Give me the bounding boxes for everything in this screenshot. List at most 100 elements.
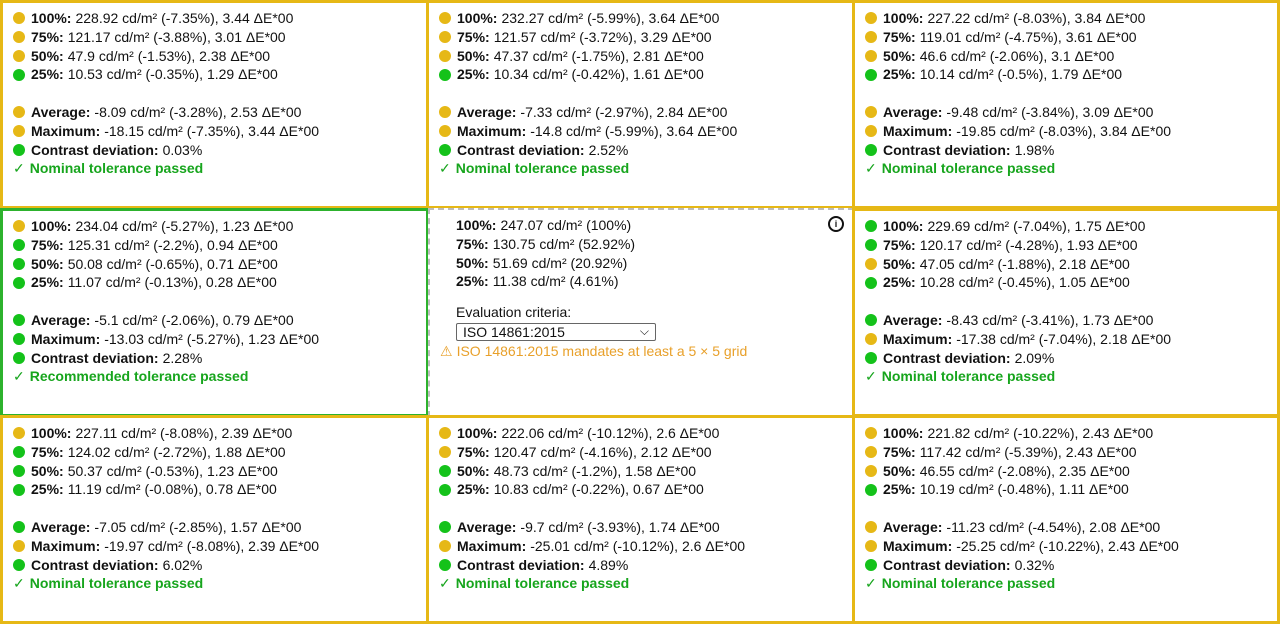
level-row-value: 228.92 cd/m² (-7.35%), 3.44 ΔE*00 — [75, 10, 294, 26]
tolerance-result: ✓ Recommended tolerance passed — [13, 367, 426, 386]
level-row-value: 46.55 cd/m² (-2.08%), 2.35 ΔE*00 — [919, 462, 1130, 479]
status-warning-icon — [439, 125, 451, 138]
average-row-label: Average: — [457, 518, 517, 535]
status-pass-icon — [13, 558, 25, 571]
status-pass-icon — [13, 446, 25, 459]
maximum-row-label: Maximum: — [883, 122, 953, 139]
maximum-row-value: -18.15 cd/m² (-7.35%), 3.44 ΔE*00 — [104, 122, 320, 139]
level-row-value: 121.17 cd/m² (-3.88%), 3.01 ΔE*00 — [67, 28, 286, 45]
level-row-value: 125.31 cd/m² (-2.2%), 0.94 ΔE*00 — [67, 236, 278, 253]
level-row-label: 75%: — [883, 443, 916, 460]
level-row-label: 25%: — [31, 274, 64, 291]
status-warning-icon — [865, 125, 877, 138]
contrast-row-value: 0.32% — [1014, 556, 1055, 573]
evaluation-criteria-select[interactable]: ISO 14861:2015 ⌵ — [456, 322, 656, 341]
maximum-row-label: Maximum: — [31, 122, 101, 139]
level-row: 50%: 50.37 cd/m² (-0.53%), 1.23 ΔE*00 — [13, 462, 426, 481]
level-row: 25%: 10.28 cd/m² (-0.45%), 1.05 ΔE*00 — [865, 273, 1277, 292]
level-row: 50%: 47.05 cd/m² (-1.88%), 2.18 ΔE*00 — [865, 255, 1277, 274]
tolerance-result: ✓ Nominal tolerance passed — [865, 574, 1277, 593]
level-row-value: 10.53 cd/m² (-0.35%), 1.29 ΔE*00 — [67, 66, 278, 83]
contrast-row: Contrast deviation: 0.03% — [13, 141, 426, 160]
average-row: Average: -9.7 cd/m² (-3.93%), 1.74 ΔE*00 — [439, 518, 852, 537]
cell-middle-right: 100%: 229.69 cd/m² (-7.04%), 1.75 ΔE*00 75… — [852, 208, 1280, 417]
average-row-label: Average: — [31, 518, 91, 535]
cell-middle-left: 100%: 234.04 cd/m² (-5.27%), 1.23 ΔE*00 75… — [0, 208, 429, 417]
level-row-value: 50.08 cd/m² (-0.65%), 0.71 ΔE*00 — [67, 255, 278, 272]
average-row: Average: -5.1 cd/m² (-2.06%), 0.79 ΔE*00 — [13, 311, 426, 330]
tolerance-text: Nominal tolerance passed — [455, 160, 630, 177]
level-row-label: 100%: — [457, 425, 498, 441]
level-row: 50%: 46.55 cd/m² (-2.08%), 2.35 ΔE*00 — [865, 462, 1277, 481]
tolerance-result: ✓ Nominal tolerance passed — [13, 574, 426, 593]
status-warning-icon — [439, 427, 451, 440]
average-row-value: -9.7 cd/m² (-3.93%), 1.74 ΔE*00 — [520, 518, 720, 535]
cell-top-center: 100%: 232.27 cd/m² (-5.99%), 3.64 ΔE*00 75… — [426, 0, 855, 209]
maximum-row-label: Maximum: — [883, 537, 953, 554]
checkmark-icon: ✓ — [439, 160, 451, 177]
reference-row: 50%: 51.69 cd/m² (20.92%) — [440, 254, 852, 273]
tolerance-result: ✓ Nominal tolerance passed — [13, 159, 426, 178]
level-row: 75%: 120.47 cd/m² (-4.16%), 2.12 ΔE*00 — [439, 443, 852, 462]
cell-top-right: 100%: 227.22 cd/m² (-8.03%), 3.84 ΔE*00 75… — [852, 0, 1280, 209]
tolerance-text: Nominal tolerance passed — [29, 575, 204, 592]
reference-row-value: 11.38 cd/m² (4.61%) — [492, 273, 619, 290]
status-warning-icon — [439, 106, 451, 119]
level-row-value: 46.6 cd/m² (-2.06%), 3.1 ΔE*00 — [919, 47, 1115, 64]
maximum-row-value: -19.97 cd/m² (-8.08%), 2.39 ΔE*00 — [104, 537, 320, 554]
reference-row-value: 51.69 cd/m² (20.92%) — [492, 254, 628, 271]
spacer — [13, 292, 426, 311]
reference-row-label: 100%: — [456, 217, 497, 233]
status-pass-icon — [13, 257, 25, 270]
spacer — [865, 499, 1277, 518]
level-row-value: 120.17 cd/m² (-4.28%), 1.93 ΔE*00 — [919, 236, 1138, 253]
status-pass-icon — [13, 483, 25, 496]
level-row: 75%: 124.02 cd/m² (-2.72%), 1.88 ΔE*00 — [13, 443, 426, 462]
level-row-value: 229.69 cd/m² (-7.04%), 1.75 ΔE*00 — [927, 218, 1146, 234]
level-row-value: 117.42 cd/m² (-5.39%), 2.43 ΔE*00 — [919, 443, 1137, 460]
average-row-label: Average: — [883, 518, 943, 535]
warning-triangle-icon: ⚠ — [440, 342, 453, 359]
maximum-row-label: Maximum: — [457, 122, 527, 139]
level-row-label: 75%: — [457, 443, 490, 460]
contrast-row: Contrast deviation: 6.02% — [13, 556, 426, 575]
status-warning-icon — [439, 31, 451, 44]
level-row-value: 48.73 cd/m² (-1.2%), 1.58 ΔE*00 — [493, 462, 697, 479]
status-pass-icon — [13, 68, 25, 81]
status-pass-icon — [13, 143, 25, 156]
level-row: 50%: 47.37 cd/m² (-1.75%), 2.81 ΔE*00 — [439, 47, 852, 66]
status-pass-icon — [13, 333, 25, 346]
average-row-label: Average: — [31, 311, 91, 328]
level-row-label: 100%: — [31, 218, 72, 234]
status-warning-icon — [439, 446, 451, 459]
reference-row: 75%: 130.75 cd/m² (52.92%) — [440, 235, 852, 254]
status-pass-icon — [13, 276, 25, 289]
level-row-value: 227.11 cd/m² (-8.08%), 2.39 ΔE*00 — [75, 425, 293, 441]
tolerance-text: Nominal tolerance passed — [29, 160, 204, 177]
maximum-row-label: Maximum: — [31, 330, 101, 347]
average-row: Average: -9.48 cd/m² (-3.84%), 3.09 ΔE*00 — [865, 103, 1277, 122]
status-warning-icon — [13, 220, 25, 233]
level-row: 50%: 47.9 cd/m² (-1.53%), 2.38 ΔE*00 — [13, 47, 426, 66]
spacer — [439, 84, 852, 103]
status-pass-icon — [865, 68, 877, 81]
reference-row-label: 75%: — [456, 235, 489, 252]
checkmark-icon: ✓ — [439, 575, 451, 592]
evaluation-criteria-value: ISO 14861:2015 — [463, 323, 565, 340]
checkmark-icon: ✓ — [865, 575, 877, 592]
info-icon[interactable]: i — [828, 216, 844, 232]
status-warning-icon — [865, 464, 877, 477]
level-row-value: 119.01 cd/m² (-4.75%), 3.61 ΔE*00 — [919, 28, 1137, 45]
status-warning-icon — [439, 540, 451, 553]
status-pass-icon — [439, 483, 451, 496]
status-warning-icon — [865, 12, 877, 25]
status-pass-icon — [865, 558, 877, 571]
level-row-value: 222.06 cd/m² (-10.12%), 2.6 ΔE*00 — [501, 425, 720, 441]
tolerance-text: Nominal tolerance passed — [881, 575, 1056, 592]
level-row-value: 47.9 cd/m² (-1.53%), 2.38 ΔE*00 — [67, 47, 271, 64]
level-row: 100%: 229.69 cd/m² (-7.04%), 1.75 ΔE*00 — [865, 217, 1277, 236]
status-warning-icon — [13, 49, 25, 62]
tolerance-result: ✓ Nominal tolerance passed — [865, 159, 1277, 178]
status-warning-icon — [13, 31, 25, 44]
contrast-row-label: Contrast deviation: — [31, 349, 159, 366]
